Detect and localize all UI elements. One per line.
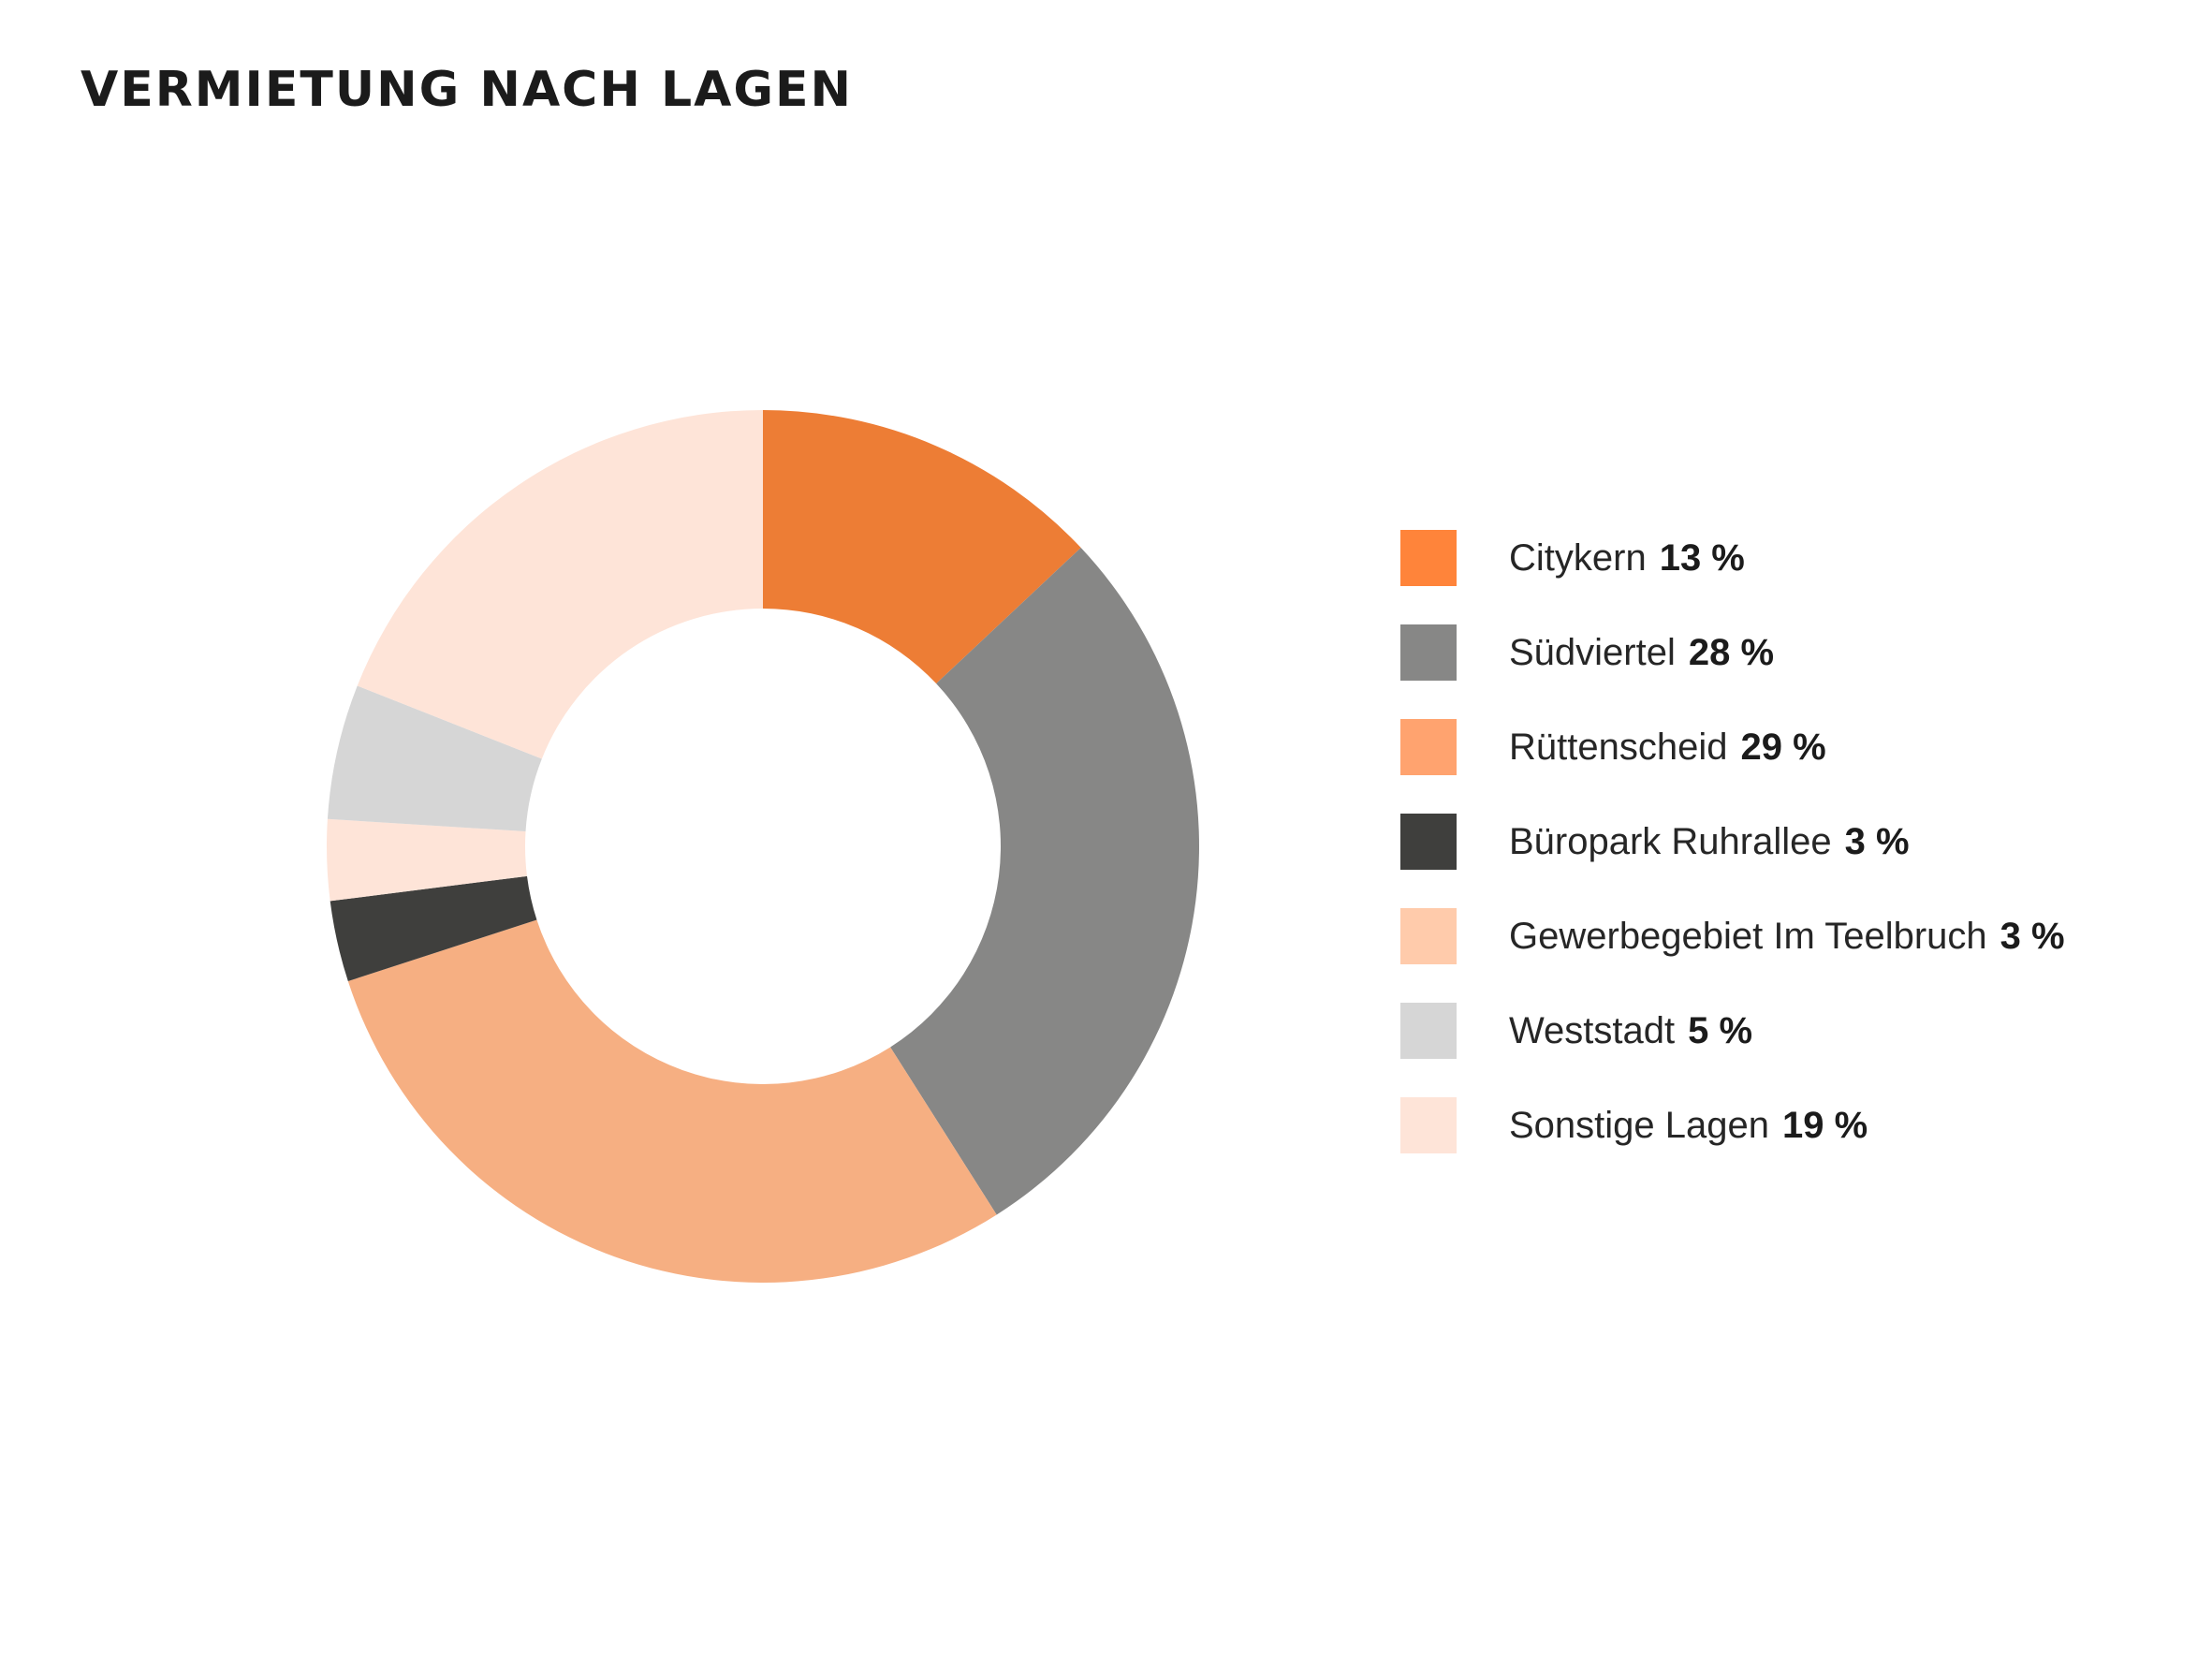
legend-label: Südviertel — [1509, 631, 1676, 673]
legend-item: Gewerbegebiet Im Teelbruch 3 % — [1400, 908, 2065, 964]
legend-item: Südviertel 28 % — [1400, 624, 2065, 681]
legend-swatch — [1400, 624, 1457, 681]
legend-swatch — [1400, 530, 1457, 586]
legend-swatch — [1400, 1003, 1457, 1059]
legend-value: 5 % — [1688, 1009, 1753, 1051]
legend-value: 28 % — [1688, 631, 1775, 673]
donut-segment-1 — [763, 410, 1081, 684]
legend-swatch — [1400, 719, 1457, 775]
donut-segment-5 — [327, 818, 528, 902]
legend-value: 3 % — [2000, 915, 2065, 957]
legend-item: Rüttenscheid 29 % — [1400, 719, 2065, 775]
legend-item: Weststadt 5 % — [1400, 1003, 2065, 1059]
legend-label: Gewerbegebiet Im Teelbruch — [1509, 915, 1987, 957]
chart-title: VERMIETUNG NACH LAGEN — [81, 62, 854, 118]
legend-value: 19 % — [1782, 1104, 1868, 1146]
legend-label: Weststadt — [1509, 1009, 1676, 1051]
legend-label: Sonstige Lagen — [1509, 1104, 1770, 1146]
legend: Citykern 13 % Südviertel 28 % Rüttenscheid 29… — [1400, 530, 2065, 1192]
legend-swatch — [1400, 814, 1457, 870]
legend-item: Citykern 13 % — [1400, 530, 2065, 586]
donut-segment-2 — [890, 548, 1199, 1215]
legend-item: Sonstige Lagen 19 % — [1400, 1097, 2065, 1153]
legend-swatch — [1400, 1097, 1457, 1153]
donut-segment-6 — [327, 685, 542, 832]
donut-segment-4 — [330, 875, 537, 982]
donut-segment-7 — [357, 409, 763, 759]
legend-swatch — [1400, 908, 1457, 964]
donut-segment-3 — [347, 919, 997, 1283]
legend-label: Büropark Ruhrallee — [1509, 820, 1832, 862]
legend-label: Citykern — [1509, 536, 1647, 579]
legend-item: Büropark Ruhrallee 3 % — [1400, 814, 2065, 870]
legend-label: Rüttenscheid — [1509, 726, 1728, 768]
legend-value: 13 % — [1659, 536, 1745, 579]
legend-value: 29 % — [1740, 726, 1826, 768]
legend-value: 3 % — [1844, 820, 1910, 862]
